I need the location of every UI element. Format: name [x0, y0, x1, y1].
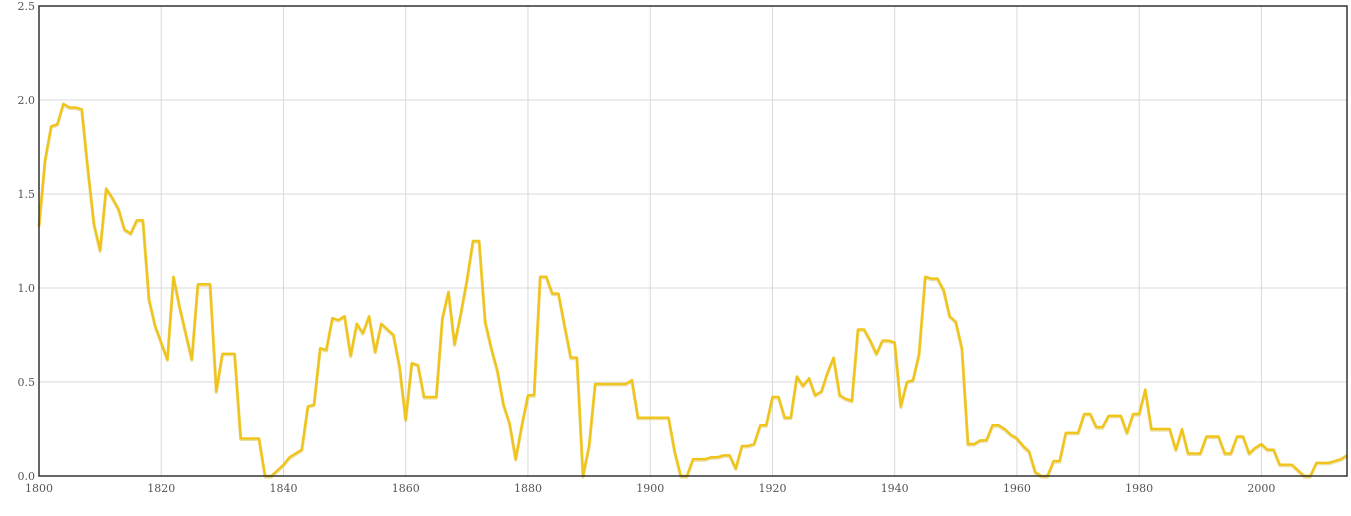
x-tick-label: 1820: [147, 482, 175, 495]
x-tick-label: 1840: [269, 482, 297, 495]
plot-frame: [38, 5, 1348, 477]
y-tick-label: 1.5: [18, 188, 36, 201]
y-axis-tick-labels: 0.0 0.5 1.0 1.5 2.0 2.5: [18, 0, 36, 483]
series-line: [37, 102, 1348, 478]
x-tick-label: 1860: [392, 482, 420, 495]
x-tick-label: 1960: [1003, 482, 1031, 495]
x-tick-label: 2000: [1247, 482, 1275, 495]
y-tick-label: 2.5: [18, 0, 36, 13]
series-line-group: [37, 102, 1348, 479]
x-tick-label: 1800: [25, 482, 53, 495]
x-tick-label: 1940: [881, 482, 909, 495]
y-tick-label: 0.5: [18, 376, 36, 389]
y-tick-label: 2.0: [18, 94, 36, 107]
x-tick-label: 1980: [1125, 482, 1153, 495]
x-tick-label: 1900: [636, 482, 664, 495]
grid: [38, 5, 1347, 477]
y-tick-label: 1.0: [18, 282, 36, 295]
x-tick-label: 1920: [758, 482, 786, 495]
x-axis-tick-labels: 1800 1820 1840 1860 1880 1900 1920 1940 1960 1980…: [25, 482, 1275, 495]
y-tick-label: 0.0: [18, 470, 36, 483]
x-tick-label: 1880: [514, 482, 542, 495]
